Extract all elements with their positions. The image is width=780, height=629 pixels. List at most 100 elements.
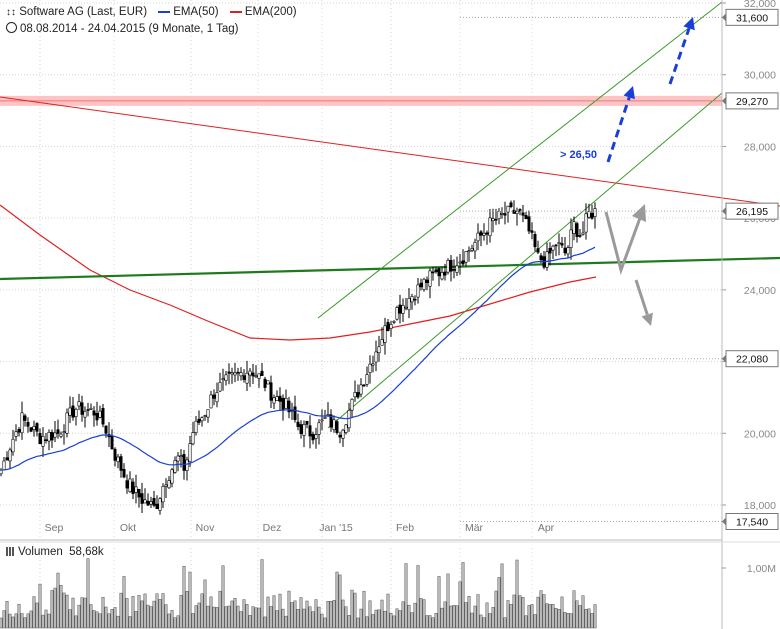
candle (422, 278, 426, 290)
candle (212, 394, 216, 399)
volume-bar (506, 600, 510, 629)
candle (488, 217, 492, 237)
candle (164, 484, 168, 487)
candle (110, 435, 114, 450)
y-tick-label: 30,000 (744, 70, 776, 82)
volume-bar (425, 615, 429, 629)
volume-bar (560, 596, 564, 629)
candle (308, 425, 312, 437)
volume-bar (20, 613, 24, 629)
candle (32, 426, 36, 430)
candle (566, 247, 570, 255)
volume-bar (497, 577, 501, 629)
candle (425, 279, 429, 284)
volume-bar (311, 611, 315, 629)
volume-bar (14, 613, 18, 629)
volume-bar (572, 590, 576, 629)
volume-bar (500, 563, 504, 629)
candle (563, 247, 567, 254)
volume-bar (50, 590, 54, 629)
candle (383, 325, 387, 343)
candle (368, 363, 372, 373)
volume-bar (530, 604, 534, 629)
volume-bar (383, 610, 387, 629)
volume-bar (509, 604, 513, 629)
scenario-arrows (604, 17, 695, 326)
candle (5, 457, 9, 461)
candle (392, 321, 396, 323)
candle (557, 242, 561, 245)
volume-bar (122, 576, 126, 629)
volume-bar (71, 597, 75, 629)
candle (218, 382, 222, 392)
volume-bar (455, 605, 459, 629)
candle (581, 232, 585, 235)
bull-arrow-2-head (683, 17, 695, 31)
volume-bar (221, 565, 225, 629)
volume-bar (308, 606, 312, 629)
volume-bar (440, 607, 444, 629)
candle (272, 397, 276, 404)
price-tag-pointer (722, 207, 726, 216)
candle (296, 421, 300, 427)
volume-bar (371, 614, 375, 629)
candle (389, 324, 393, 329)
bear-arrow-shaft (634, 279, 649, 316)
candle (386, 322, 390, 331)
long-term-downtrend-line (0, 96, 780, 207)
candle (152, 498, 156, 506)
volume-bar (59, 585, 63, 629)
bull-arrow-1-shaft (606, 96, 631, 163)
volume-bar (377, 609, 381, 629)
volume-bar (248, 615, 252, 629)
ema200-legend: EMA(200) (244, 6, 297, 18)
volume-bar (542, 594, 546, 629)
x-tick-label: Mär (465, 522, 484, 534)
volume-bar (239, 611, 243, 629)
candle (236, 371, 240, 374)
volume-bar (551, 604, 555, 629)
candle (254, 375, 258, 378)
volume-bar (155, 593, 159, 629)
ema50-path (0, 246, 596, 471)
candle (575, 223, 579, 237)
candle (95, 413, 99, 421)
volume-bar (278, 593, 282, 629)
volume-bar (590, 613, 594, 629)
volume-bar (554, 607, 558, 629)
candle (140, 493, 144, 504)
candle (491, 218, 495, 222)
volume-bar (125, 598, 129, 629)
volume-bar (275, 610, 279, 629)
candle (179, 455, 183, 457)
volume-bar (545, 603, 549, 629)
volume-bar (152, 600, 156, 629)
volume-bar (539, 590, 543, 629)
volume-bar (488, 613, 492, 629)
candle (197, 418, 201, 423)
volume-bar (329, 601, 333, 629)
volume-bar (467, 596, 471, 629)
volume-bar (95, 611, 99, 629)
candle (242, 375, 246, 380)
candle (314, 434, 318, 439)
volume-bar (164, 604, 168, 629)
scenario-v-head (632, 204, 646, 222)
volume-bar (284, 615, 288, 629)
candle (56, 429, 60, 434)
candle (452, 269, 456, 271)
candle (227, 371, 231, 374)
candle (344, 424, 348, 433)
volume-bar (536, 596, 540, 629)
volume-bars (0, 558, 597, 629)
candle (509, 202, 513, 207)
candle (302, 424, 306, 436)
candle (59, 433, 63, 437)
volume-bar (416, 565, 420, 629)
volume-bar (491, 607, 495, 629)
candle (455, 265, 459, 273)
candle (182, 454, 186, 471)
volume-bar (290, 602, 294, 629)
volume-bar (32, 596, 36, 629)
candle (200, 417, 204, 422)
